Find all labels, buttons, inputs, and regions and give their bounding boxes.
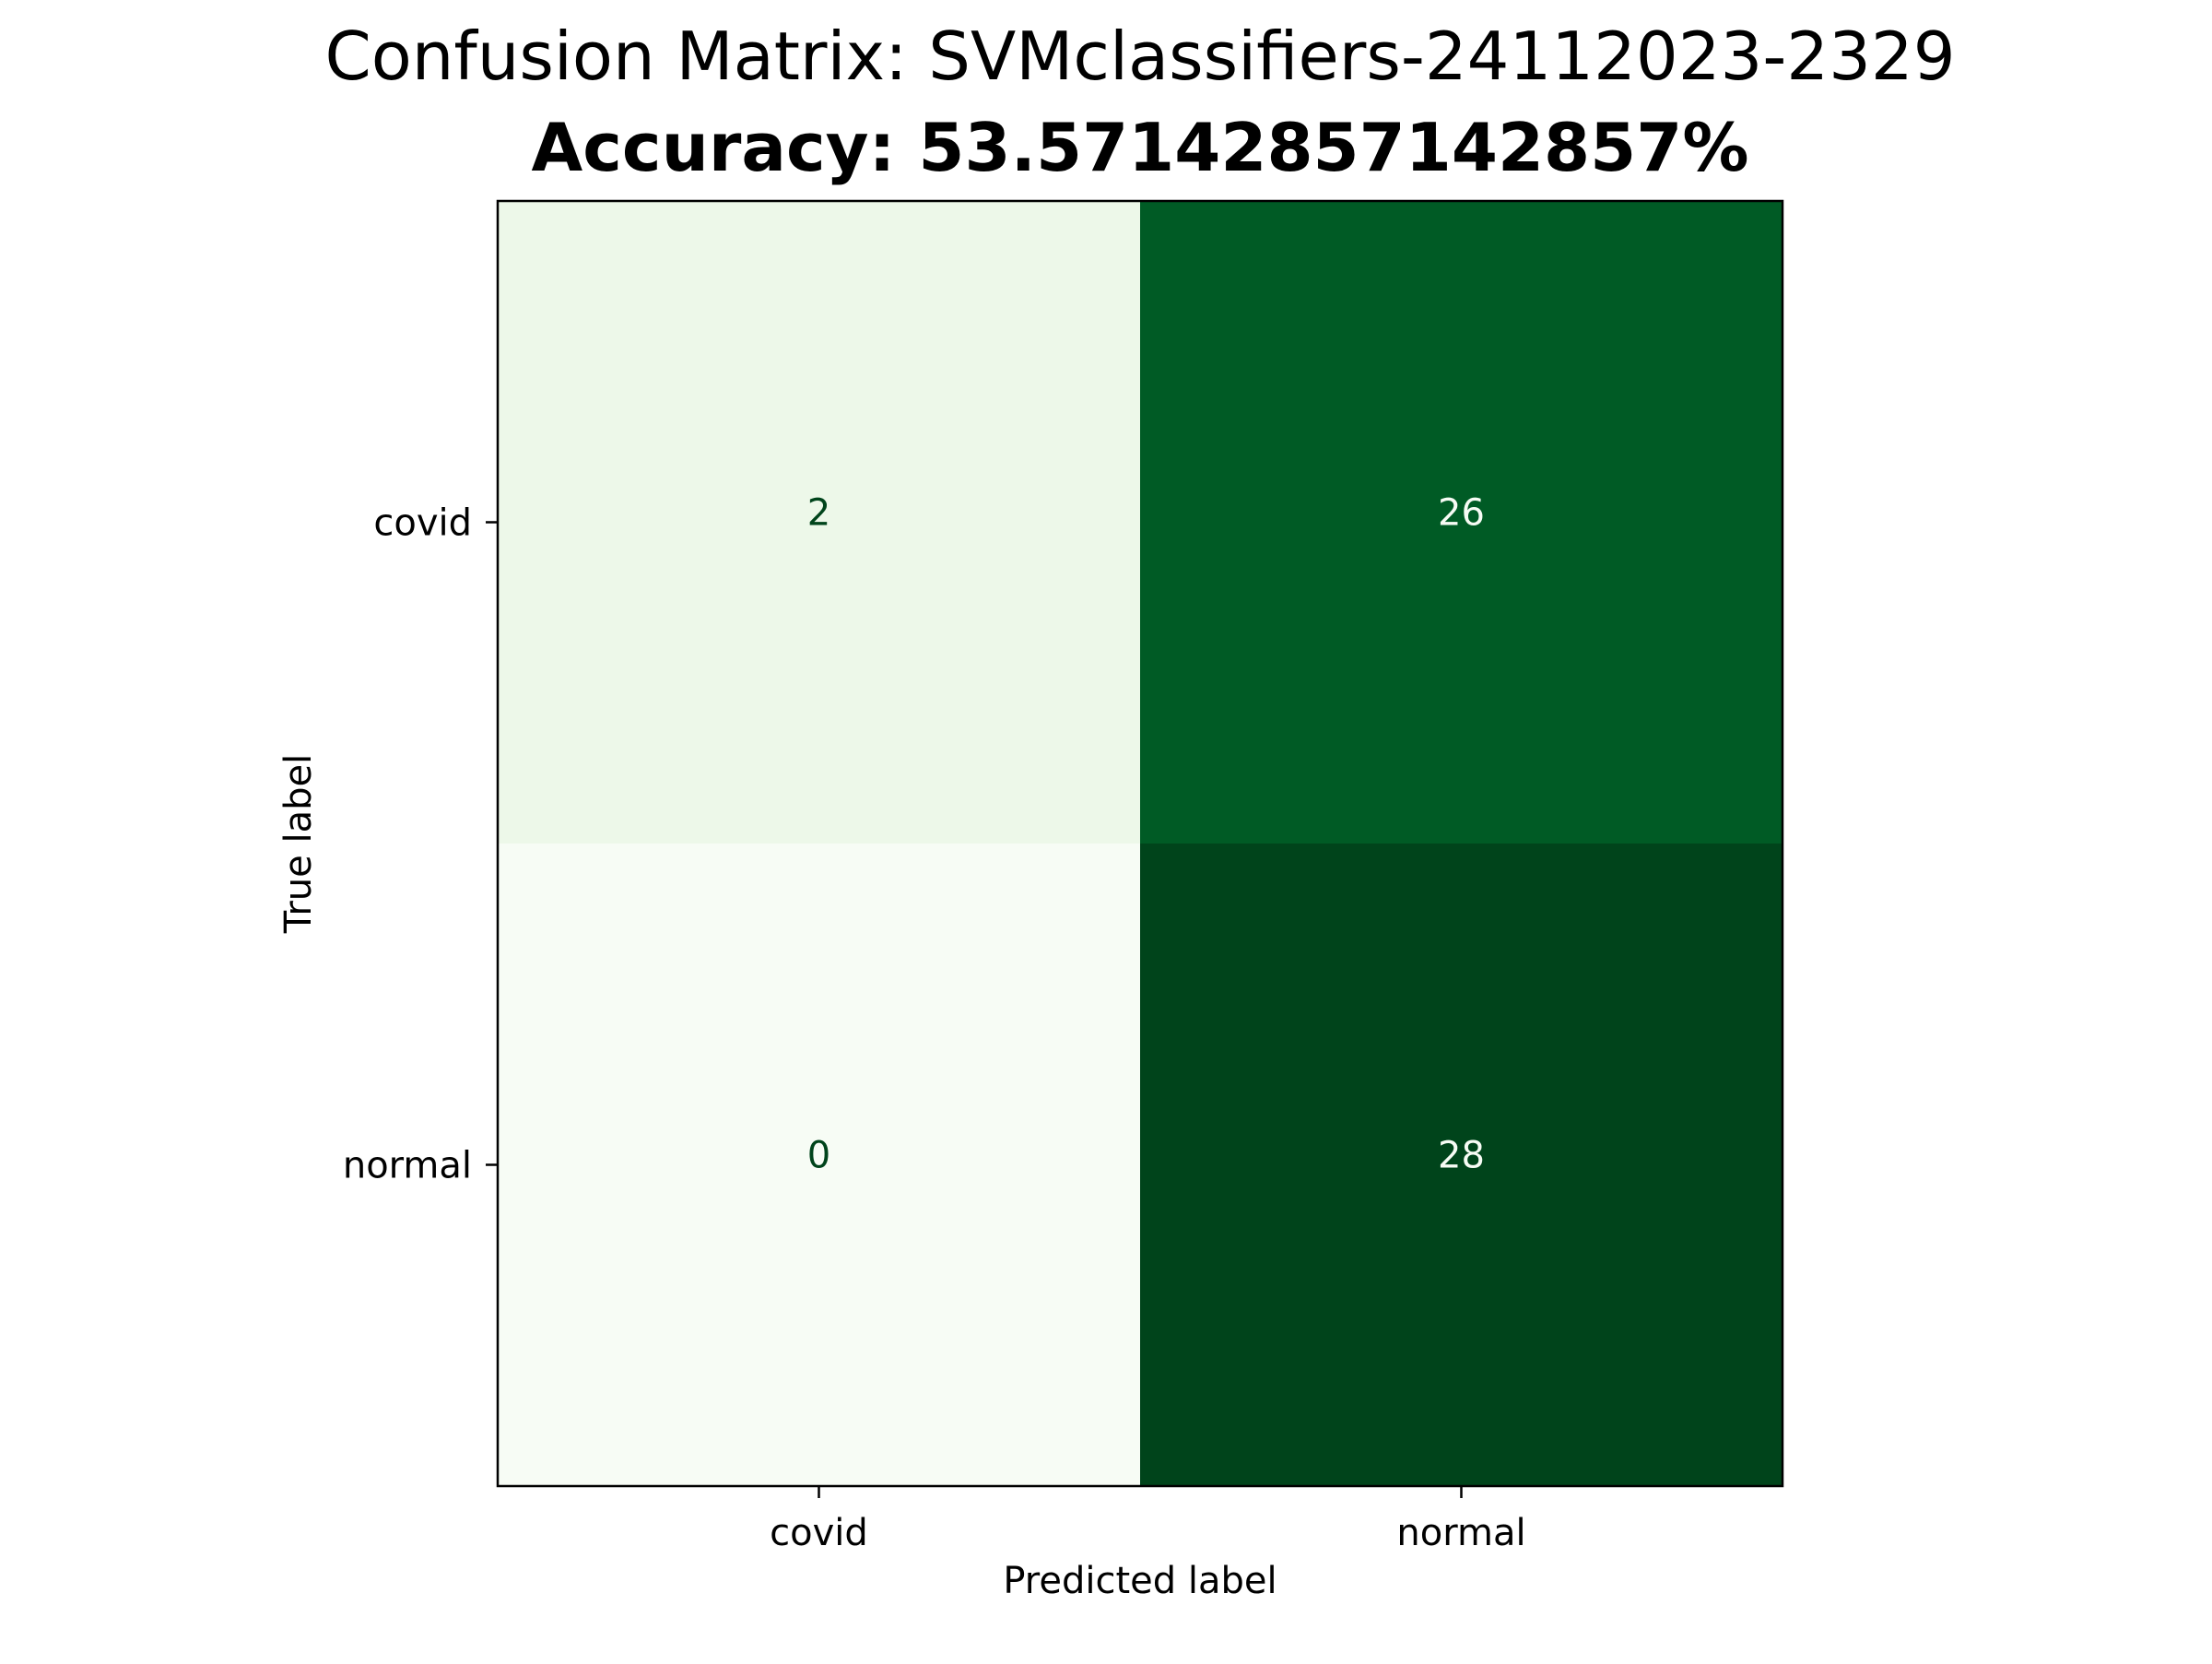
chart-subtitle: Accuracy: 53.57142857142857% xyxy=(532,109,1749,186)
heatmap-cell-normal-normal xyxy=(1140,844,1783,1487)
y-axis: covid normal xyxy=(343,502,498,1187)
cell-value-label: 28 xyxy=(1438,1135,1485,1177)
cell-value-label: 2 xyxy=(807,492,830,535)
y-tick-label: covid xyxy=(373,502,472,545)
plot-frame xyxy=(496,199,1784,1488)
cell-value-label: 26 xyxy=(1438,492,1485,535)
chart-title: Confusion Matrix: SVMclassifiers-2411202… xyxy=(324,18,1955,95)
heatmap-cell-normal-covid xyxy=(498,844,1141,1487)
x-axis: covid normal xyxy=(770,1486,1526,1554)
heatmap-cell-labels: 2 26 0 28 xyxy=(807,492,1485,1177)
cell-value-label: 0 xyxy=(807,1135,830,1177)
heatmap-cell-covid-covid xyxy=(498,201,1141,844)
x-axis-label: Predicted label xyxy=(1003,1560,1277,1602)
y-tick-label: normal xyxy=(343,1145,472,1187)
x-tick-label: normal xyxy=(1396,1512,1525,1554)
y-axis-label: True label xyxy=(277,754,320,934)
heatmap-cell-covid-normal xyxy=(1140,201,1783,844)
x-tick-label: covid xyxy=(770,1512,868,1554)
heatmap-cells xyxy=(498,201,1783,1487)
